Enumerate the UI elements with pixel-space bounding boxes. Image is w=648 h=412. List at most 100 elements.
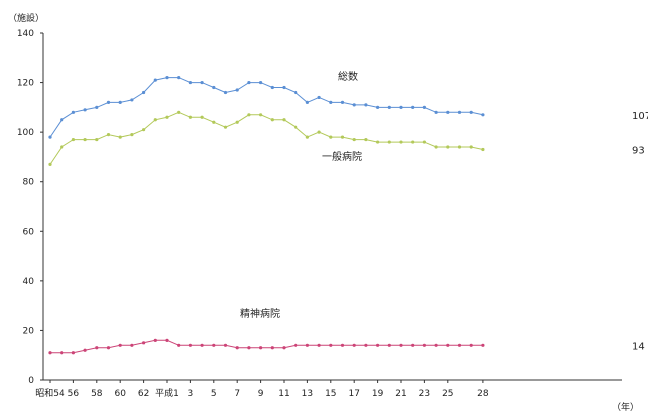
- data-point: [352, 103, 356, 107]
- data-point: [282, 346, 286, 350]
- data-point: [200, 115, 204, 119]
- data-point: [247, 346, 251, 350]
- data-point: [329, 100, 333, 104]
- series-line: [49, 77, 484, 138]
- data-point: [188, 343, 192, 347]
- data-point: [188, 115, 192, 119]
- data-point: [106, 133, 111, 137]
- data-point: [457, 110, 462, 114]
- data-point: [270, 346, 274, 350]
- data-point: [142, 341, 146, 345]
- series-layer: [48, 76, 485, 355]
- data-point: [235, 88, 239, 92]
- x-tick-label: 19: [372, 389, 384, 399]
- labels-layer: 総数 107 一般病院 93 精神病院 14: [240, 70, 648, 352]
- series-name-label: 総数: [338, 70, 358, 83]
- data-point: [305, 135, 309, 139]
- y-tick-label: 140: [17, 29, 34, 39]
- x-tick-label: 58: [91, 389, 103, 399]
- data-point: [270, 118, 274, 122]
- data-point: [247, 113, 251, 117]
- y-tick-label: 60: [23, 227, 35, 237]
- data-point: [352, 343, 356, 347]
- y-tick-label: 40: [23, 277, 35, 287]
- data-point: [364, 137, 368, 142]
- x-tick-label: 62: [138, 389, 149, 399]
- data-point: [387, 343, 391, 347]
- data-point: [153, 338, 157, 342]
- series-line: [49, 111, 484, 165]
- data-point: [83, 108, 87, 112]
- data-point: [270, 85, 274, 90]
- data-point: [106, 346, 111, 350]
- data-point: [376, 343, 380, 347]
- data-point: [329, 135, 333, 139]
- data-point: [457, 145, 462, 149]
- data-point: [200, 80, 204, 85]
- data-point: [387, 105, 391, 109]
- data-point: [118, 135, 122, 139]
- x-tick-label: 13: [302, 389, 313, 399]
- data-point: [282, 118, 286, 122]
- data-point: [422, 343, 426, 347]
- x-axis-unit: （年）: [612, 401, 639, 412]
- x-tick-label: 3: [188, 389, 194, 399]
- data-point: [294, 343, 298, 347]
- data-point: [446, 343, 450, 347]
- x-tick-label: 56: [68, 389, 80, 399]
- data-point: [364, 343, 368, 347]
- data-point: [305, 343, 309, 347]
- end-value-label: 14: [632, 341, 645, 352]
- data-point: [352, 137, 356, 142]
- data-point: [457, 343, 462, 347]
- data-point: [422, 140, 426, 144]
- data-point: [130, 98, 134, 102]
- y-tick-label: 0: [28, 376, 34, 386]
- data-point: [83, 137, 87, 142]
- data-point: [106, 100, 111, 104]
- data-point: [434, 145, 438, 149]
- end-value-label: 107: [632, 111, 648, 122]
- data-point: [469, 145, 473, 149]
- data-point: [235, 346, 239, 350]
- x-tick-label: 昭和54: [35, 388, 65, 399]
- end-value-label: 93: [632, 145, 645, 156]
- data-point: [223, 343, 228, 347]
- data-point: [446, 110, 450, 114]
- data-point: [130, 133, 134, 137]
- data-point: [411, 140, 415, 144]
- data-point: [165, 115, 169, 119]
- data-point: [340, 135, 345, 139]
- x-tick-label: 7: [234, 389, 240, 399]
- x-tick-label: 25: [442, 389, 453, 399]
- data-point: [294, 125, 298, 129]
- data-point: [71, 137, 75, 142]
- data-point: [399, 343, 403, 347]
- x-tick-label: 60: [114, 389, 126, 399]
- data-point: [95, 346, 99, 350]
- series-line: [50, 339, 483, 354]
- data-point: [212, 120, 216, 124]
- x-tick-label: 21: [395, 389, 406, 399]
- data-point: [259, 346, 263, 350]
- data-point: [317, 95, 321, 100]
- data-point: [399, 140, 403, 144]
- data-point: [422, 105, 426, 109]
- data-point: [95, 105, 99, 109]
- data-point: [83, 348, 87, 352]
- data-point: [364, 103, 368, 107]
- data-point: [60, 118, 64, 122]
- axes: 0 20 40 60 80 100 120 140 昭和54 56 58 60 62 平成1 3 5 7 9 11 1…: [17, 29, 622, 399]
- data-point: [317, 343, 321, 347]
- x-tick-label: 9: [258, 389, 264, 399]
- x-tick-label: 23: [419, 389, 430, 399]
- data-point: [376, 105, 380, 109]
- data-point: [200, 343, 204, 347]
- x-tick-label: 11: [278, 389, 289, 399]
- x-tick-label: 17: [348, 389, 359, 399]
- data-point: [446, 145, 450, 149]
- data-point: [317, 130, 321, 134]
- x-tick-label: 5: [211, 389, 217, 399]
- data-point: [481, 113, 485, 117]
- data-point: [247, 80, 251, 85]
